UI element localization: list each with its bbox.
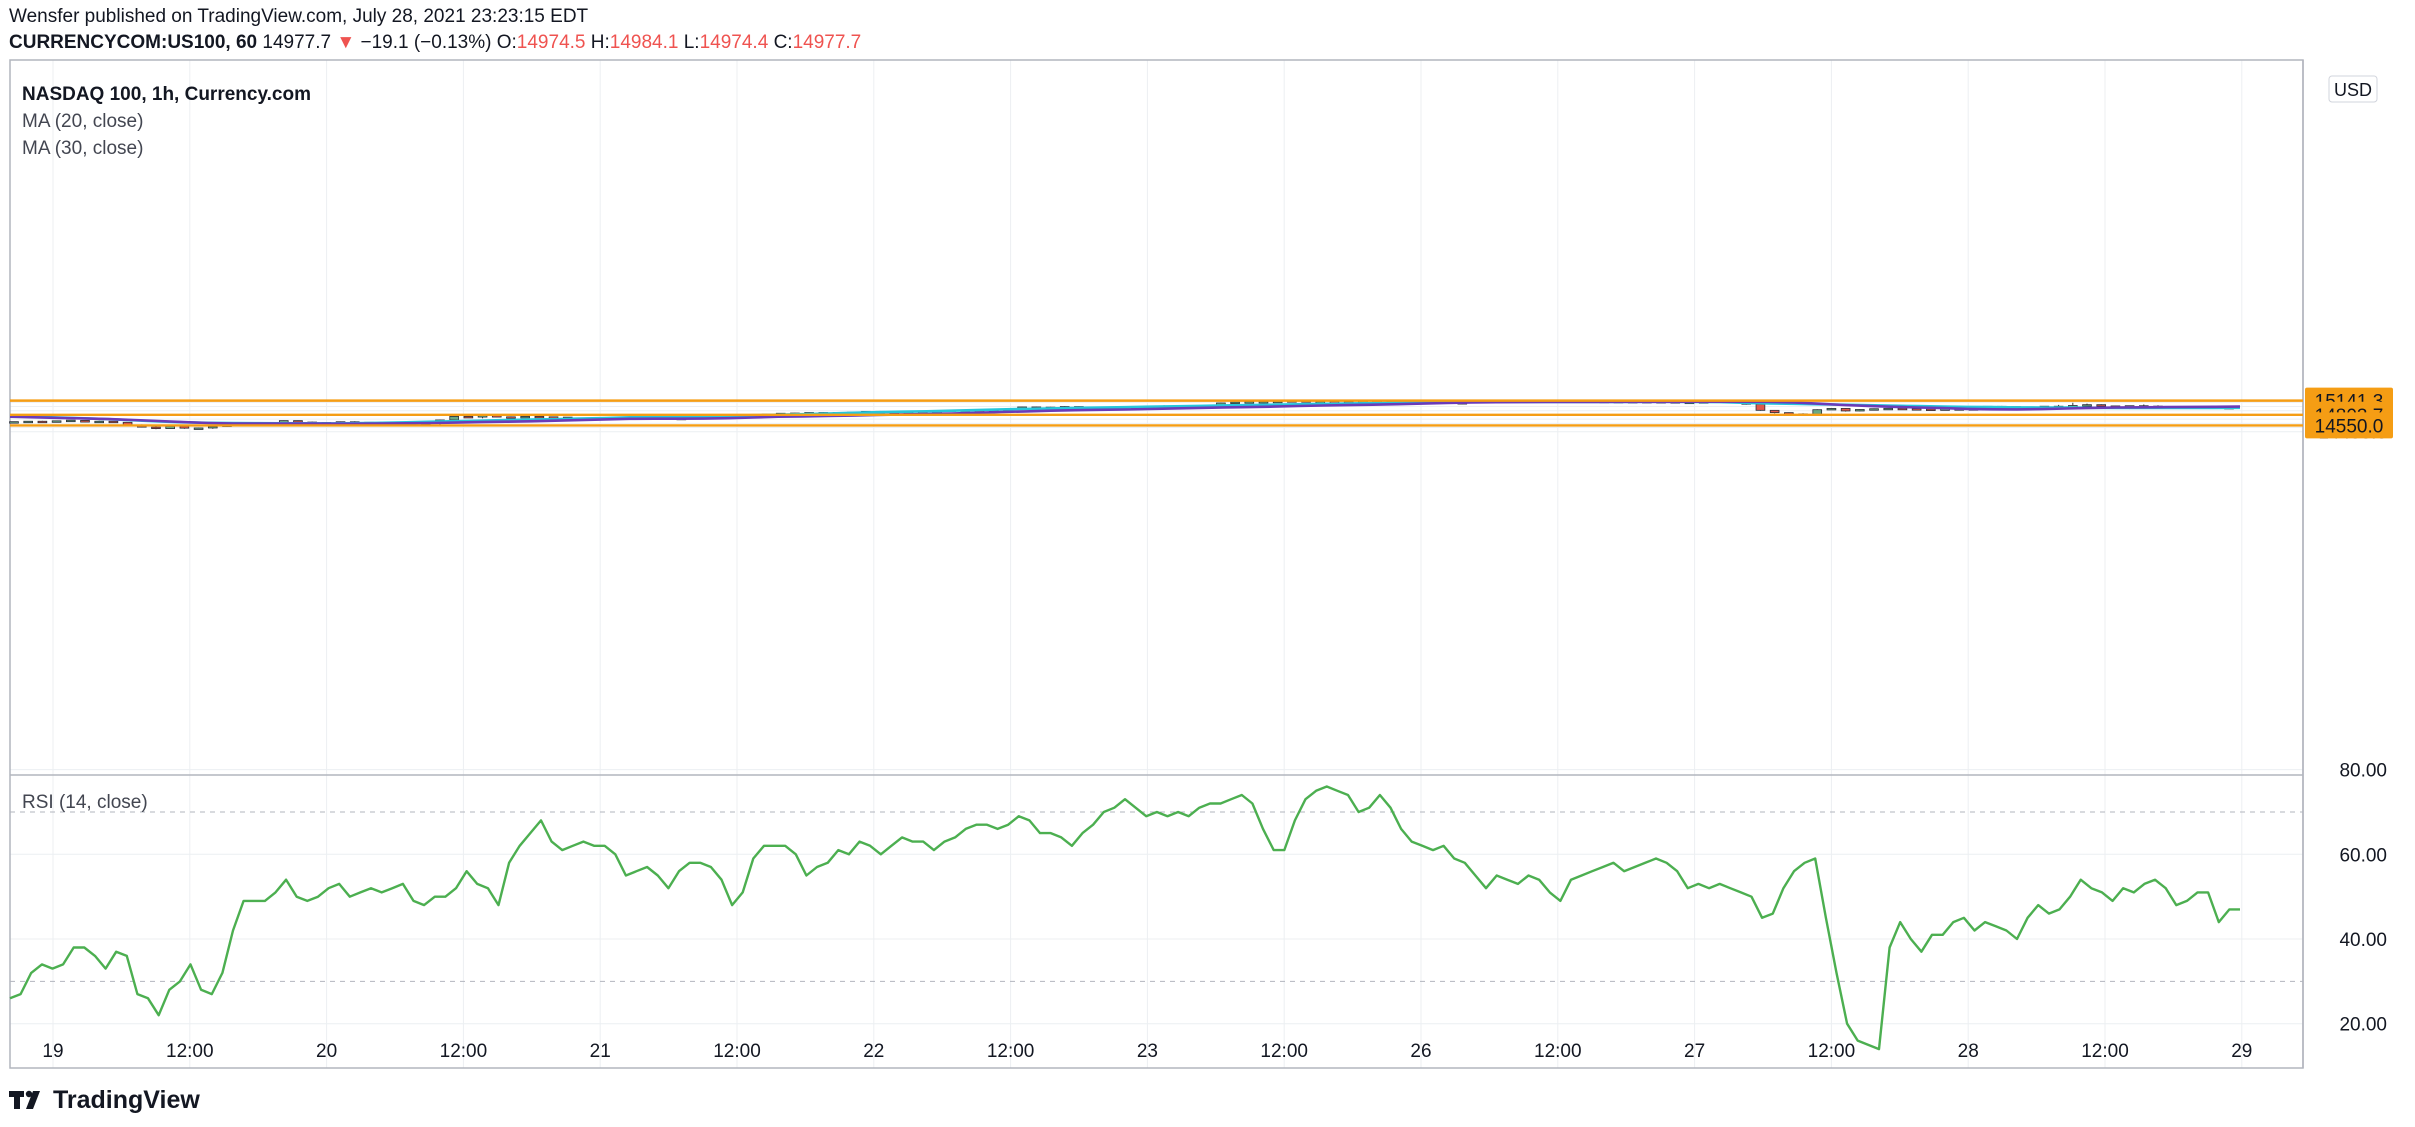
- high-value: 14984.1: [609, 32, 679, 53]
- rsi-tick-label: 20.00: [2339, 1015, 2387, 1036]
- low-label: L:: [683, 32, 700, 53]
- x-tick-label: 20: [316, 1041, 337, 1062]
- candle-body[interactable]: [108, 420, 119, 424]
- candle-body[interactable]: [151, 426, 161, 430]
- x-tick-label: 12:00: [1534, 1041, 1582, 1062]
- x-tick-label: 12:00: [1808, 1041, 1856, 1062]
- candle-body[interactable]: [1244, 401, 1255, 404]
- x-tick-label: 12:00: [440, 1041, 488, 1062]
- x-tick-label: 12:00: [713, 1041, 761, 1062]
- ma20-line[interactable]: [9, 400, 2241, 426]
- plot-area: [10, 60, 2303, 1068]
- ma30-legend: MA (30, close): [22, 138, 143, 159]
- x-tick-label: 27: [1684, 1041, 1705, 1062]
- high-label: H:: [590, 32, 610, 53]
- rsi-line[interactable]: [9, 785, 2240, 1051]
- candle-body[interactable]: [1883, 407, 1894, 411]
- price-legend: NASDAQ 100, 1h, Currency.com MA (20, clos…: [22, 84, 311, 159]
- rsi-tick-label: 60.00: [2339, 845, 2387, 866]
- candle-body[interactable]: [463, 416, 474, 419]
- x-tick-label: 12:00: [987, 1041, 1035, 1062]
- x-tick-label: 12:00: [2081, 1041, 2129, 1062]
- footer-brand[interactable]: TradingView: [53, 1085, 200, 1114]
- candle-body[interactable]: [9, 421, 19, 424]
- low-value: 14974.4: [699, 32, 769, 53]
- candle-body[interactable]: [37, 420, 48, 424]
- tradingview-logo-icon: [9, 1090, 40, 1109]
- candle-body[interactable]: [506, 416, 516, 419]
- x-tick-label: 21: [590, 1041, 611, 1062]
- x-tick-label: 12:00: [1260, 1041, 1308, 1062]
- candle-body[interactable]: [1230, 401, 1240, 405]
- symbol-line: CURRENCYCOM:US100, 60 14977.7 ▼ −19.1 (−…: [9, 30, 861, 56]
- chart-header: Wensfer published on TradingView.com, Ju…: [9, 4, 861, 56]
- level-label-box: [2305, 412, 2393, 439]
- candle-body[interactable]: [1869, 408, 1879, 411]
- x-tick-label: 29: [2231, 1041, 2252, 1062]
- candle-body[interactable]: [1897, 407, 1908, 411]
- open-label: O:: [496, 32, 517, 53]
- close-value: 14977.7: [792, 32, 862, 53]
- price-legend-title: NASDAQ 100, 1h, Currency.com: [22, 84, 311, 105]
- candle-body[interactable]: [65, 419, 76, 423]
- x-tick-label: 23: [1137, 1041, 1158, 1062]
- candle-body[interactable]: [1855, 409, 1865, 412]
- rsi-legend-title: RSI (14, close): [22, 792, 148, 813]
- rsi-tick-label: 40.00: [2339, 930, 2387, 951]
- currency-label: USD: [2334, 80, 2372, 100]
- candle-body[interactable]: [2082, 404, 2092, 407]
- candle-body[interactable]: [293, 420, 303, 423]
- price-change: −19.1 (−0.13%): [360, 32, 492, 53]
- candle-body[interactable]: [520, 416, 530, 419]
- candle-body[interactable]: [2096, 404, 2107, 407]
- rsi-tick-label: 80.00: [2339, 761, 2387, 782]
- rsi-axis: 80.00 60.00 40.00 20.00: [10, 761, 2387, 1036]
- x-tick-label: 22: [863, 1041, 884, 1062]
- change-arrow-icon: ▼: [336, 32, 356, 53]
- footer: TradingView: [9, 1082, 200, 1118]
- candle-body[interactable]: [1769, 409, 1780, 414]
- candle-body[interactable]: [534, 416, 545, 419]
- ma20-legend: MA (20, close): [22, 111, 143, 132]
- x-tick-label: 26: [1410, 1041, 1431, 1062]
- level-label: 14550.0: [2315, 416, 2384, 437]
- last-price: 14977.7: [262, 32, 332, 53]
- candle-body[interactable]: [1755, 403, 1766, 411]
- x-tick-label: 12:00: [166, 1041, 214, 1062]
- close-label: C:: [773, 32, 793, 53]
- candle-body[interactable]: [193, 427, 204, 430]
- x-tick-label: 28: [1958, 1041, 1979, 1062]
- candle-body[interactable]: [80, 420, 90, 423]
- candle-body[interactable]: [94, 420, 104, 424]
- x-tick-label: 19: [42, 1041, 63, 1062]
- candle-body[interactable]: [207, 426, 218, 429]
- candle-body[interactable]: [23, 420, 34, 424]
- candle-body[interactable]: [1840, 408, 1851, 412]
- candle-body[interactable]: [1911, 408, 1922, 411]
- x-axis: 19 12:00 20 12:00 21 12:00 22 12:00 23 12:00 26 12:…: [42, 60, 2252, 1068]
- candle-body[interactable]: [449, 416, 459, 421]
- candle-body[interactable]: [1926, 408, 1936, 411]
- candle-body[interactable]: [1826, 408, 1837, 411]
- candle-body[interactable]: [51, 420, 62, 423]
- symbol-name[interactable]: CURRENCYCOM:US100, 60: [9, 32, 258, 53]
- published-line: Wensfer published on TradingView.com, Ju…: [9, 6, 589, 27]
- currency-box[interactable]: [2328, 75, 2378, 103]
- open-value: 14974.5: [516, 32, 586, 53]
